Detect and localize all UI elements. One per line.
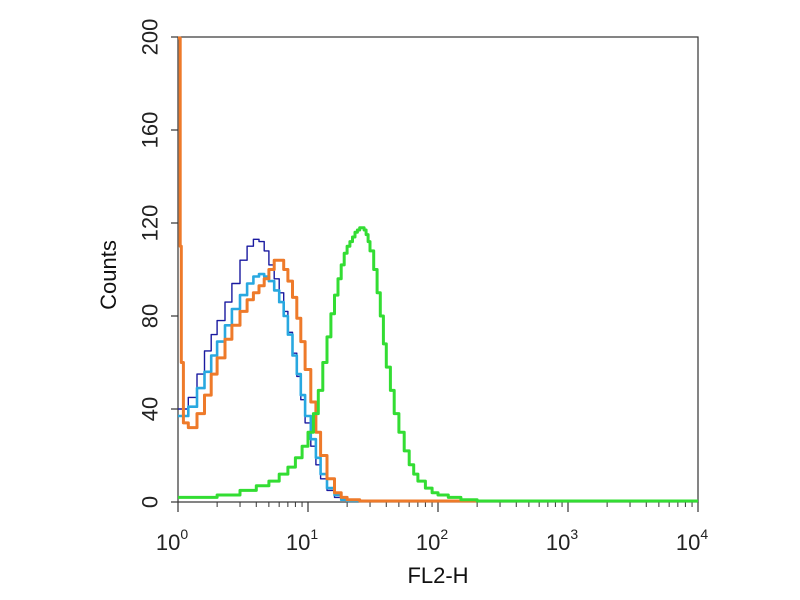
plot-area-frame xyxy=(177,36,699,503)
x-axis-ticks: 100 101 102 103 104 xyxy=(156,502,708,555)
y-tick-label: 80 xyxy=(138,304,163,328)
y-axis-title: Counts xyxy=(96,240,121,310)
x-tick-exponent: 3 xyxy=(570,526,578,542)
x-tick-base: 10 xyxy=(546,530,570,555)
x-tick-base: 10 xyxy=(156,530,180,555)
histogram-series xyxy=(177,36,698,503)
x-axis-title: FL2-H xyxy=(407,563,468,588)
y-tick-label: 120 xyxy=(138,205,163,242)
x-tick-base: 10 xyxy=(416,530,440,555)
y-tick-label: 200 xyxy=(138,19,163,56)
x-tick-exponent: 0 xyxy=(180,526,188,542)
x-tick-label: 102 xyxy=(416,526,448,555)
y-tick-label: 0 xyxy=(138,496,163,508)
x-tick-exponent: 1 xyxy=(310,526,318,542)
y-axis-ticks: 0 40 80 120 160 200 xyxy=(138,19,178,508)
histogram-series-green xyxy=(178,226,698,503)
x-tick-exponent: 2 xyxy=(440,526,448,542)
y-tick-label: 40 xyxy=(138,397,163,421)
y-tick-label: 160 xyxy=(138,112,163,149)
x-tick-label: 104 xyxy=(676,526,708,555)
x-tick-base: 10 xyxy=(286,530,310,555)
x-tick-label: 101 xyxy=(286,526,318,555)
x-tick-label: 103 xyxy=(546,526,578,555)
x-tick-label: 100 xyxy=(156,526,188,555)
x-tick-exponent: 4 xyxy=(700,526,708,542)
histogram-series-orange xyxy=(177,36,698,503)
x-tick-base: 10 xyxy=(676,530,700,555)
